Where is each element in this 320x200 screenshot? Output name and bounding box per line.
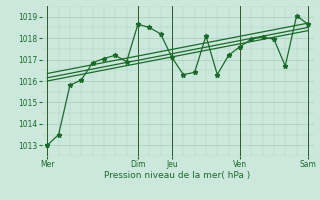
X-axis label: Pression niveau de la mer( hPa ): Pression niveau de la mer( hPa ) (104, 171, 251, 180)
